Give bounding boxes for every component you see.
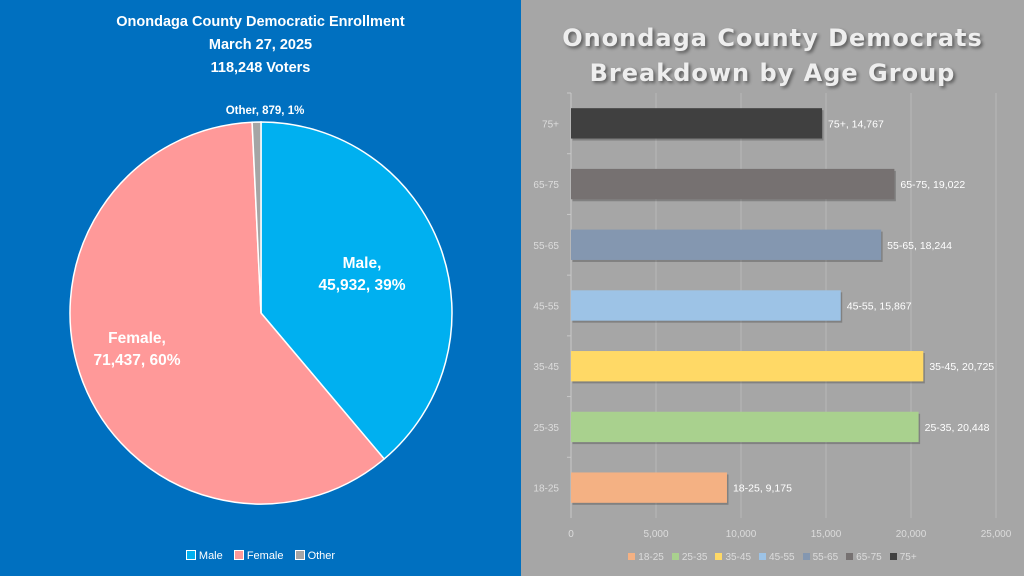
pie-data-label-male: Male, [343,255,382,272]
y-category-label: 18-25 [533,484,559,495]
legend-swatch [802,553,810,560]
pie-data-value-female: 71,437, 60% [93,352,180,369]
x-tick-label: 25,000 [981,529,1012,540]
x-tick-label: 20,000 [896,529,927,540]
legend-swatch-female [233,550,244,560]
bar-data-label: 18-25, 9,175 [733,483,792,495]
pie-slice-other [251,121,262,314]
legend-swatch-male [185,550,196,560]
y-category-label: 35-45 [533,362,559,373]
y-category-label: 55-65 [533,241,559,252]
legend-swatch [759,553,767,560]
legend-swatch [671,553,679,560]
pie-chart: Male, 45,932, 39% Female, 71,437, 60% Other,… [69,105,453,505]
x-tick-label: 15,000 [811,529,842,540]
pie-data-label-other: Other, 879, 1% [226,105,305,117]
pie-data-label-female: Female, [108,330,166,347]
bar-25-35 [571,411,919,443]
y-category-label: 75+ [542,119,559,130]
legend-label: 35-45 [725,552,752,563]
bar-data-label: 75+, 14,767 [828,118,884,130]
bar-45-55 [571,290,841,321]
bar-data-label: 35-45, 20,725 [929,361,994,373]
bar-data-label: 65-75, 19,022 [900,179,965,191]
bar-chart-title-line-1: Onondaga County Democrats [562,24,983,52]
x-tick-label: 0 [568,529,574,540]
bar-legend-item: 55-65 [802,552,839,563]
legend-label: 55-65 [812,552,839,563]
age-group-bar-panel: Onondaga County Democrats Breakdown by A… [521,0,1024,576]
legend-label: Other [307,550,336,562]
legend-label: 18-25 [638,552,664,563]
bar-55-65 [571,229,882,260]
legend-label: 65-75 [856,552,882,563]
pie-legend: Male Female Other [0,550,521,562]
pie-legend-item-male: Male [185,550,223,562]
bar-data-label: 45-55, 15,867 [847,301,912,313]
pie-data-value-male: 45,932, 39% [318,277,405,294]
bar-18-25 [571,472,727,503]
x-tick-label: 5,000 [643,529,668,540]
legend-swatch-other [294,550,305,560]
bar-75+ [571,108,823,139]
bar-data-label: 55-65, 18,244 [887,240,952,252]
legend-label: 75+ [899,552,917,563]
pie-chart-total-voters: 118,248 Voters [210,60,311,76]
legend-swatch [889,553,897,560]
bar-chart: 0 5,000 10,000 15,000 20,000 25,000 18-25 18-25… [533,92,1012,540]
legend-label: 45-55 [769,552,795,563]
legend-swatch [628,553,636,560]
bar-data-label: 25-35, 20,448 [925,422,990,434]
legend-swatch [846,553,854,560]
y-category-label: 25-35 [533,423,559,434]
legend-label: Female [246,550,284,562]
bar-legend-item: 45-55 [759,552,795,563]
x-tick-label: 10,000 [726,529,757,540]
pie-legend-item-other: Other [294,550,336,562]
pie-chart-title: Onondaga County Democratic Enrollment [116,14,405,30]
bar-legend-item: 75+ [889,552,917,563]
pie-legend-item-female: Female [233,550,284,562]
bar-legend: 18-25 25-35 35-45 45-55 55-65 65-75 75+ [521,552,1024,563]
y-category-label: 65-75 [533,180,559,191]
bar-legend-item: 25-35 [671,552,708,563]
bar-legend-item: 18-25 [628,552,664,563]
enrollment-pie-panel: Onondaga County Democratic Enrollment Ma… [0,0,521,576]
legend-label: Male [198,550,223,562]
legend-label: 25-35 [681,552,708,563]
pie-chart-date: March 27, 2025 [208,37,313,53]
pie-slice-female [69,121,386,505]
y-category-label: 45-55 [533,302,559,313]
bar-65-75 [571,168,895,200]
pie-slice-male [260,121,453,461]
bar-legend-item: 65-75 [846,552,882,563]
bar-chart-title-line-2: Breakdown by Age Group [589,59,956,87]
bar-35-45 [571,351,924,382]
legend-swatch [715,553,723,560]
bar-legend-item: 35-45 [715,552,751,563]
